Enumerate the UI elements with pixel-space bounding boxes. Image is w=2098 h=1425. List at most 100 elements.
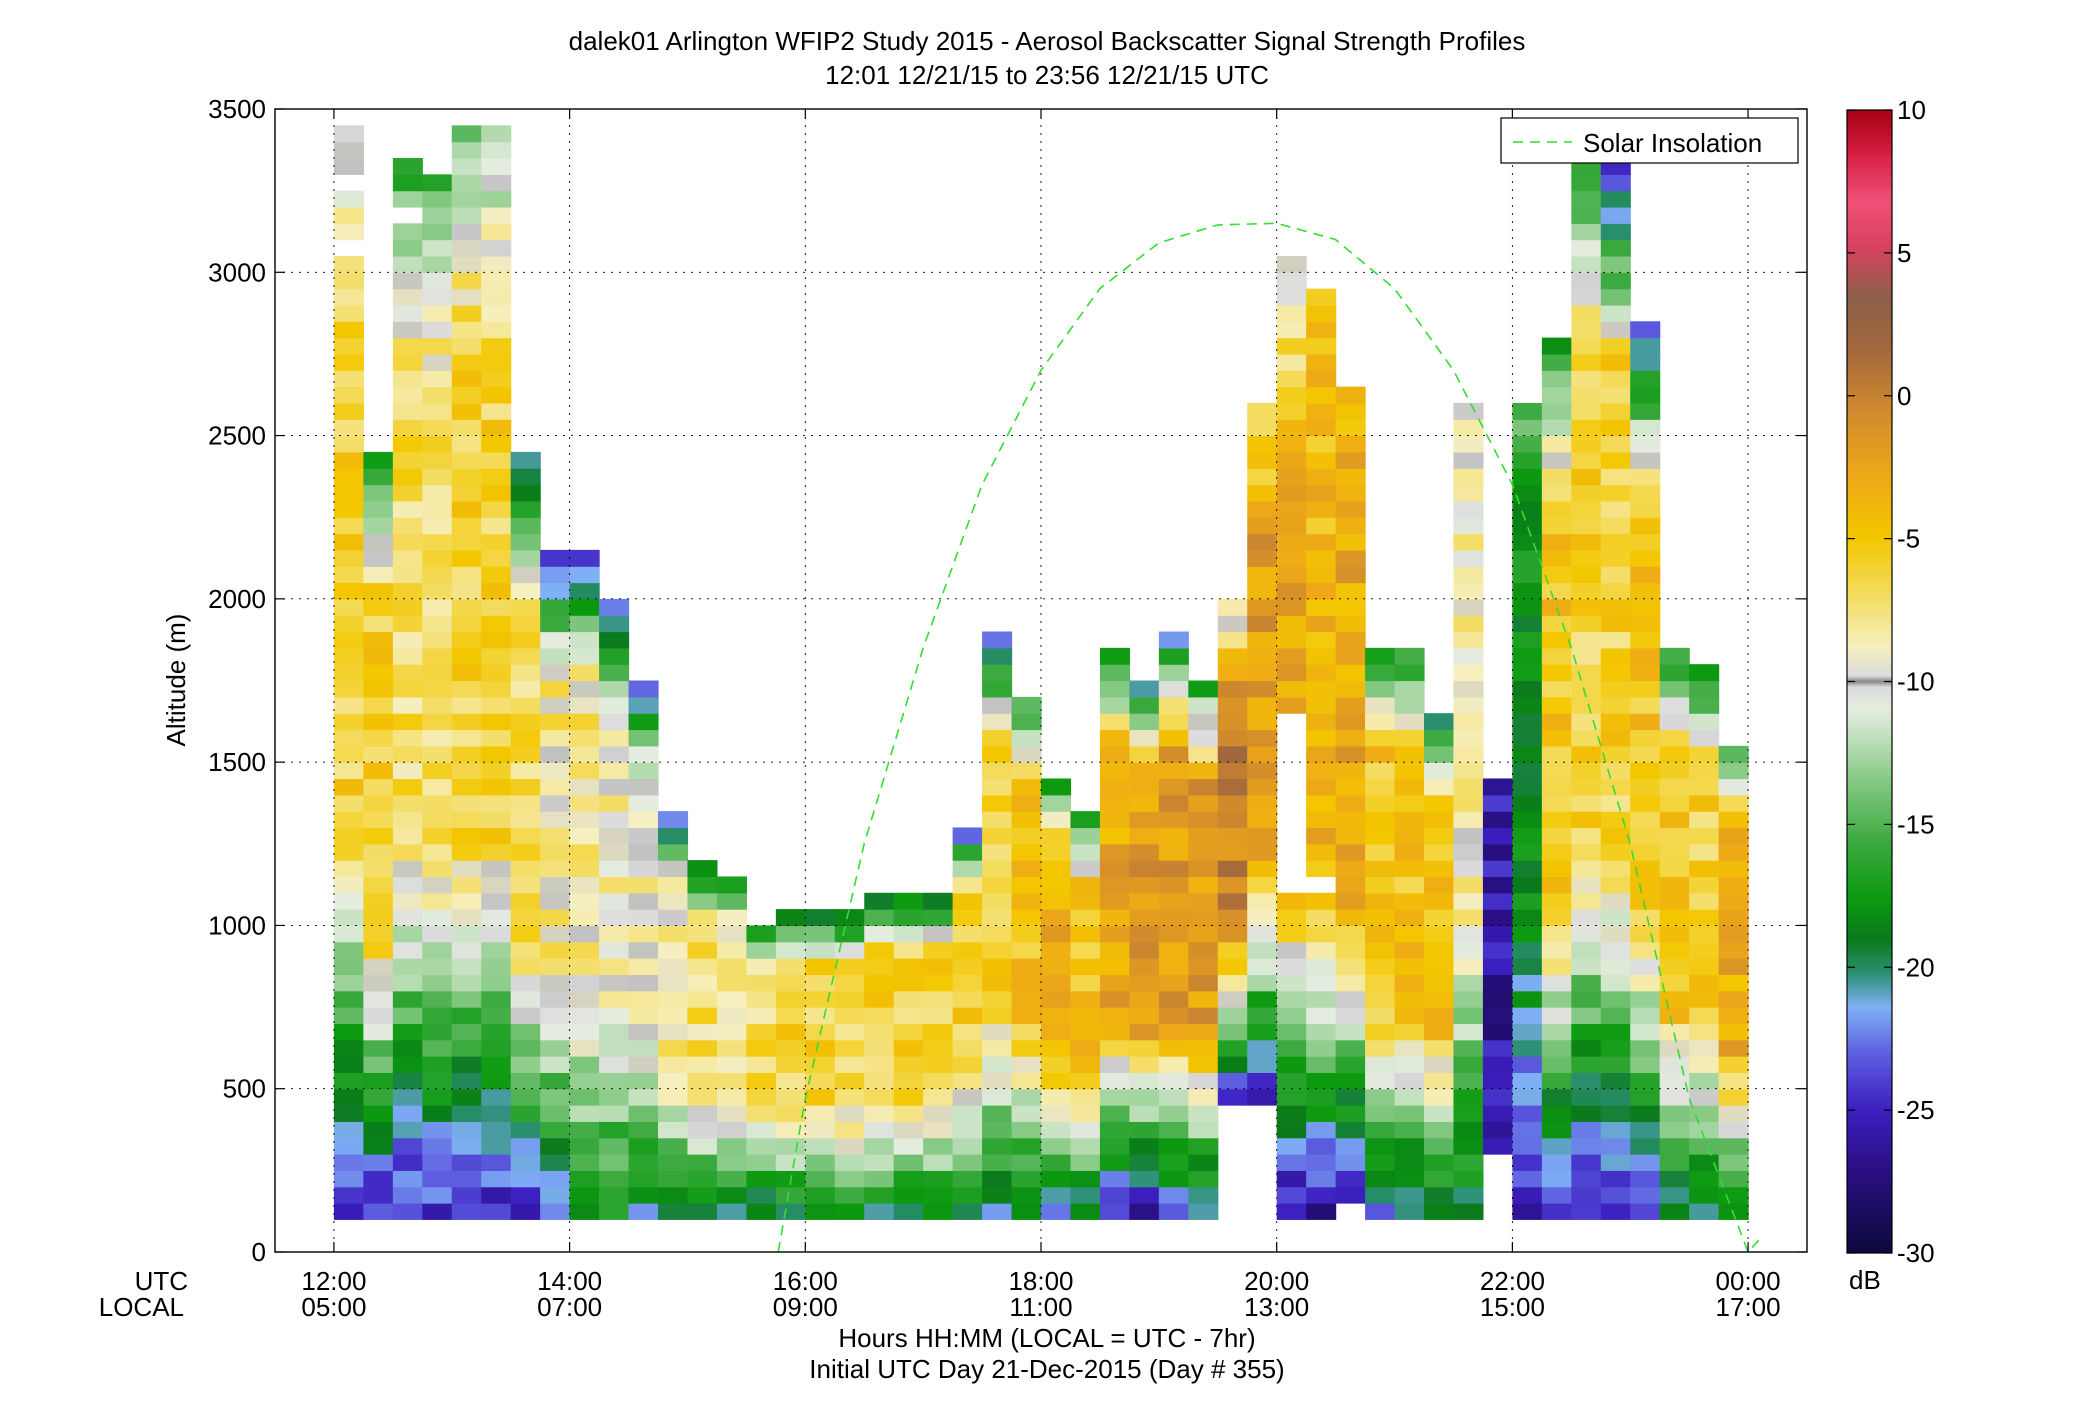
heatmap-cell (481, 598, 512, 616)
heatmap-cell (775, 1137, 806, 1155)
heatmap-cell (1247, 598, 1278, 616)
heatmap-cell (1011, 713, 1042, 731)
heatmap-cell (422, 1007, 453, 1024)
heatmap-cell (1306, 533, 1337, 551)
heatmap-cell (1306, 1105, 1337, 1122)
heatmap-cell (1041, 1203, 1072, 1220)
heatmap-cell (540, 860, 571, 878)
heatmap-cell (1659, 664, 1690, 682)
heatmap-cell (834, 941, 865, 959)
heatmap-cell (1394, 860, 1425, 878)
heatmap-cell (716, 1105, 747, 1122)
heatmap-cell (540, 1039, 571, 1057)
heatmap-cell (1600, 321, 1631, 339)
heatmap-cell (1512, 1154, 1543, 1171)
heatmap-cell (363, 1170, 394, 1188)
heatmap-cell (1630, 517, 1661, 535)
heatmap-cell (658, 827, 689, 845)
heatmap-cell (1365, 958, 1396, 976)
heatmap-cell (363, 860, 394, 878)
heatmap-cell (982, 664, 1013, 682)
heatmap-cell (1306, 419, 1337, 437)
heatmap-cell (1217, 1039, 1248, 1057)
heatmap-cell (451, 533, 482, 551)
heatmap-cell (1394, 1072, 1425, 1090)
heatmap-cell (1188, 1154, 1219, 1171)
heatmap-cell (1689, 729, 1720, 747)
heatmap-cell (923, 1186, 954, 1204)
heatmap-cell (599, 778, 630, 796)
heatmap-cell (510, 745, 541, 763)
heatmap-cell (1365, 1105, 1396, 1122)
heatmap-cell (1276, 1170, 1307, 1188)
heatmap-cell (1394, 729, 1425, 747)
heatmap-cell (1099, 876, 1130, 894)
heatmap-cell (599, 762, 630, 780)
heatmap-cell (569, 1007, 600, 1024)
heatmap-cell (1424, 1186, 1455, 1204)
heatmap-cell (481, 255, 512, 273)
heatmap-cell (363, 958, 394, 976)
heatmap-cell (1129, 778, 1160, 796)
heatmap-cell (1541, 647, 1572, 665)
heatmap-cell (569, 1186, 600, 1204)
heatmap-cell (1129, 827, 1160, 845)
heatmap-cell (363, 1121, 394, 1139)
heatmap-cell (1571, 1154, 1602, 1171)
heatmap-cell (451, 892, 482, 910)
heatmap-cell (1512, 909, 1543, 927)
heatmap-cell (1718, 1170, 1749, 1188)
heatmap-cell (1659, 680, 1690, 698)
heatmap-cell (1600, 533, 1631, 551)
heatmap-cell (510, 713, 541, 731)
heatmap-cell (1394, 762, 1425, 780)
heatmap-cell (569, 990, 600, 1008)
heatmap-cell (1482, 990, 1513, 1008)
heatmap-cell (422, 1121, 453, 1139)
heatmap-cell (1011, 958, 1042, 976)
heatmap-cell (481, 827, 512, 845)
heatmap-cell (333, 468, 364, 486)
heatmap-cell (540, 974, 571, 992)
heatmap-cell (1188, 1056, 1219, 1073)
heatmap-cell (952, 1023, 983, 1041)
heatmap-cell (540, 729, 571, 747)
heatmap-cell (1600, 680, 1631, 698)
heatmap-cell (687, 1072, 718, 1090)
heatmap-cell (599, 729, 630, 747)
heatmap-cell (1394, 876, 1425, 894)
heatmap-cell (1306, 1121, 1337, 1139)
heatmap-cell (1335, 419, 1366, 437)
heatmap-cell (1306, 811, 1337, 829)
heatmap-cell (1247, 1056, 1278, 1073)
heatmap-cell (422, 435, 453, 453)
heatmap-cell (451, 1088, 482, 1106)
heatmap-cell (1512, 1137, 1543, 1155)
heatmap-cell (333, 1137, 364, 1155)
heatmap-cell (481, 958, 512, 976)
heatmap-cell (1188, 843, 1219, 861)
heatmap-cell (1630, 566, 1661, 584)
heatmap-cell (923, 974, 954, 992)
heatmap-cell (1099, 1007, 1130, 1024)
heatmap-cell (1306, 1072, 1337, 1090)
heatmap-cell (1512, 615, 1543, 633)
heatmap-cell (392, 435, 423, 453)
heatmap-cell (1041, 1121, 1072, 1139)
solar-insolation-line (777, 222, 1761, 1254)
heatmap-cell (569, 974, 600, 992)
heatmap-cell (363, 1203, 394, 1220)
heatmap-cell (1335, 713, 1366, 731)
heatmap-cell (1365, 713, 1396, 731)
heatmap-cell (1482, 1121, 1513, 1139)
heatmap-cell (746, 974, 777, 992)
heatmap-cell (392, 1072, 423, 1090)
heatmap-cell (451, 125, 482, 143)
heatmap-cell (1335, 909, 1366, 927)
heatmap-cell (1041, 843, 1072, 861)
heatmap-cell (1188, 958, 1219, 976)
heatmap-cell (982, 1154, 1013, 1171)
heatmap-cell (333, 990, 364, 1008)
heatmap-cell (1453, 598, 1484, 616)
heatmap-cell (1600, 582, 1631, 600)
